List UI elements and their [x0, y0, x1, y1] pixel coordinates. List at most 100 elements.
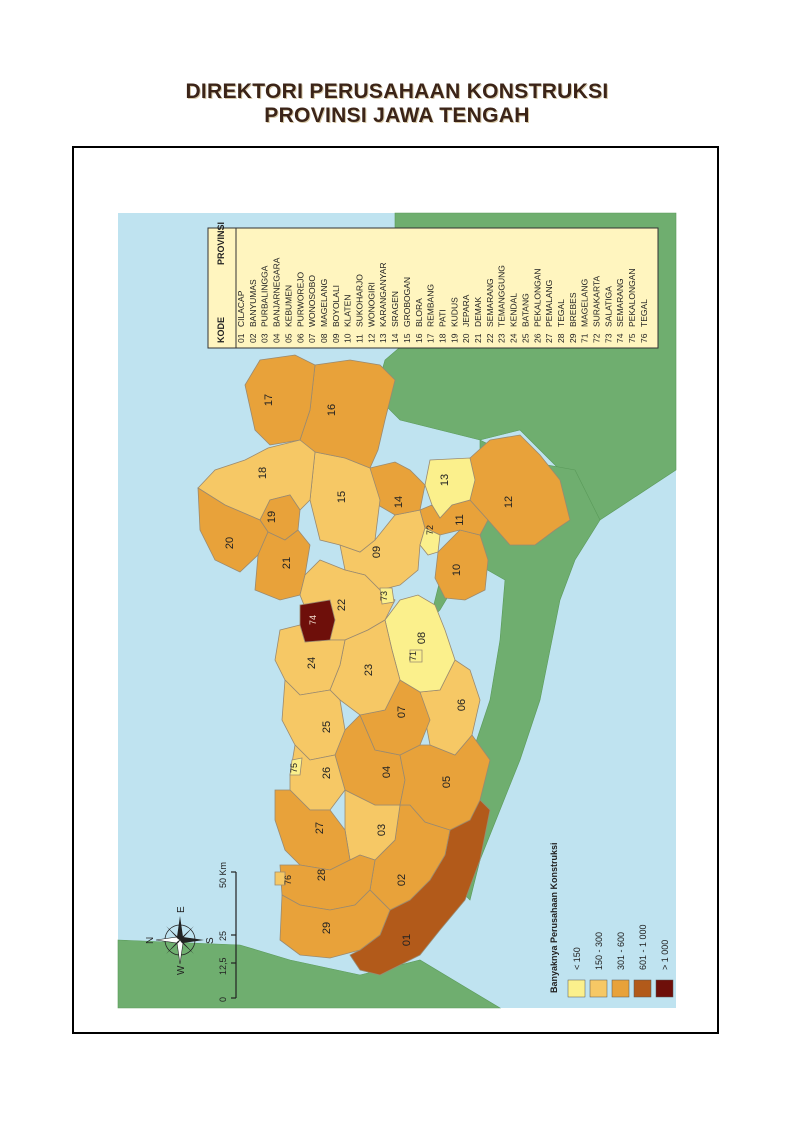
- table-row-name: SALATIGA: [603, 286, 613, 327]
- table-row-code: 74: [615, 333, 625, 343]
- table-row-code: 13: [378, 333, 388, 343]
- map-legend: Banyaknya Perusahaan Konstruksi < 150 150…: [549, 842, 674, 998]
- table-row-code: 12: [366, 333, 376, 343]
- region-14: [369, 461, 426, 516]
- region-label-29: 29: [321, 922, 333, 934]
- table-row-name: SEMARANG: [615, 278, 625, 327]
- table-row-code: 14: [390, 333, 400, 343]
- region-29: [279, 889, 391, 959]
- west-java-landmass: [117, 939, 502, 1009]
- table-row-name: SRAGEN: [390, 291, 400, 327]
- region-25: [281, 679, 346, 761]
- table-row-name: MAGELANG: [319, 279, 329, 327]
- region-label-19: 19: [266, 511, 278, 523]
- table-row-name: DEMAK: [473, 296, 483, 327]
- region-label-71: 71: [408, 651, 418, 661]
- legend-swatch: [589, 979, 608, 998]
- table-row-code: 03: [260, 333, 270, 343]
- region-label-76: 76: [283, 875, 293, 885]
- region-label-27: 27: [314, 822, 326, 834]
- table-row-code: 18: [437, 333, 447, 343]
- region-21: [254, 529, 311, 601]
- region-label-75: 75: [289, 763, 299, 773]
- table-row-code: 05: [283, 333, 293, 343]
- region-71: [409, 649, 423, 663]
- table-row-code: 75: [627, 333, 637, 343]
- compass-east: E: [176, 906, 187, 913]
- table-header-code: KODE: [216, 317, 226, 343]
- table-row-name: MAGELANG: [580, 279, 590, 327]
- table-row-code: 15: [402, 333, 412, 343]
- table-row-name: WONOSOBO: [307, 275, 317, 327]
- table-row-name: TEGAL: [639, 299, 649, 327]
- scale-bar: 0 12,5 25 50 Km: [218, 862, 237, 1002]
- table-row-name: TEGAL: [556, 299, 566, 327]
- region-75: [289, 757, 303, 776]
- region-label-15: 15: [336, 491, 348, 503]
- legend-label: < 150: [572, 947, 582, 970]
- table-row-name: BATANG: [520, 293, 530, 327]
- region-label-13: 13: [439, 474, 451, 486]
- table-row-code: 10: [343, 333, 353, 343]
- compass-rose-icon: N S E W: [145, 906, 216, 975]
- table-row-name: SEMARANG: [485, 278, 495, 327]
- region-label-21: 21: [281, 557, 293, 569]
- region-label-04: 04: [381, 766, 393, 778]
- table-row-name: KENDAL: [509, 293, 519, 327]
- region-label-06: 06: [456, 699, 468, 711]
- table-row-name: PEKALONGAN: [627, 268, 637, 327]
- region-label-03: 03: [376, 824, 388, 836]
- scale-tick-12-5: 12,5: [218, 957, 228, 975]
- table-row-name: SURAKARTA: [592, 275, 602, 327]
- legend-label: 301 - 600: [616, 932, 626, 970]
- table-row-name: BLORA: [414, 298, 424, 327]
- table-row-name: KEBUMEN: [283, 285, 293, 327]
- table-row-name: GROBOGAN: [402, 277, 412, 327]
- legend-swatch: [655, 979, 674, 998]
- legend-title: Banyaknya Perusahaan Konstruksi: [549, 842, 559, 993]
- region-17: [244, 354, 316, 446]
- scale-tick-50: 50 Km: [218, 862, 228, 888]
- region-74: [299, 599, 336, 643]
- table-row-code: 27: [544, 333, 554, 343]
- compass-south: S: [205, 937, 216, 944]
- table-row-code: 72: [592, 333, 602, 343]
- table-row-code: 71: [580, 333, 590, 343]
- table-row-name: TEMANGGUNG: [497, 265, 507, 327]
- table-row-code: 07: [307, 333, 317, 343]
- region-label-10: 10: [451, 564, 463, 576]
- table-row-name: BANYUMAS: [248, 279, 258, 327]
- table-row-name: BREBES: [568, 292, 578, 327]
- region-label-17: 17: [263, 394, 275, 406]
- legend-label: 601 - 1 000: [638, 924, 648, 970]
- table-row-code: 01: [236, 333, 246, 343]
- region-label-22: 22: [336, 599, 348, 611]
- legend-swatch: [567, 979, 586, 998]
- table-row-code: 16: [414, 333, 424, 343]
- region-label-12: 12: [503, 496, 515, 508]
- region-label-11: 11: [454, 514, 466, 525]
- table-row-name: KLATEN: [343, 295, 353, 327]
- region-label-74: 74: [308, 615, 318, 625]
- document-subtitle: PROVINSI JAWA TENGAH: [264, 104, 530, 127]
- compass-north: N: [145, 937, 156, 944]
- scale-tick-25: 25: [218, 931, 228, 941]
- scale-tick-0: 0: [218, 997, 228, 1002]
- region-label-23: 23: [363, 664, 375, 676]
- table-row-code: 04: [272, 333, 282, 343]
- table-row-code: 20: [461, 333, 471, 343]
- table-header-box: [207, 227, 239, 349]
- table-row-code: 76: [639, 333, 649, 343]
- table-row-code: 02: [248, 333, 258, 343]
- table-body-box: [235, 227, 659, 349]
- region-label-01: 01: [401, 934, 413, 946]
- region-13: [424, 457, 476, 519]
- table-row-code: 17: [426, 333, 436, 343]
- region-76: [274, 871, 286, 886]
- region-label-18: 18: [257, 467, 269, 479]
- table-row-code: 26: [532, 333, 542, 343]
- table-row-name: BOYOLALI: [331, 285, 341, 327]
- region-label-73: 73: [379, 591, 389, 601]
- table-header-name: PROVINSI: [216, 222, 226, 265]
- table-row-code: 06: [295, 333, 305, 343]
